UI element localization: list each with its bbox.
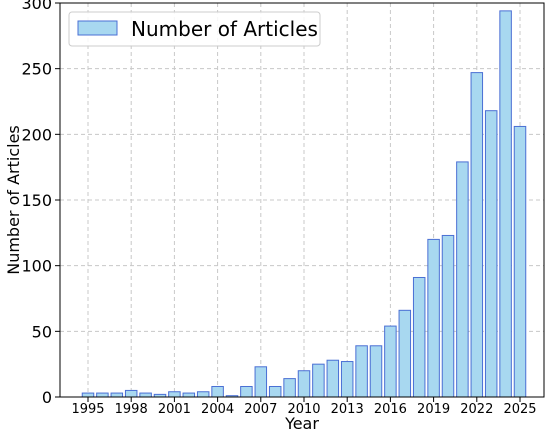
x-axis-title: Year bbox=[284, 414, 319, 433]
legend: Number of Articles bbox=[68, 11, 321, 47]
legend-swatch bbox=[77, 20, 118, 36]
x-tick-label: 2010 bbox=[287, 402, 320, 417]
y-axis-ticks: 0 50 100 150 200 250 300 bbox=[21, 0, 60, 407]
bar-1995 bbox=[81, 392, 95, 398]
bar-2019 bbox=[427, 238, 440, 398]
y-tick-label: 300 bbox=[21, 0, 52, 13]
bar-2007 bbox=[254, 366, 268, 398]
bar-2004 bbox=[211, 385, 224, 398]
bar-2011 bbox=[312, 363, 325, 398]
bar-2002 bbox=[182, 392, 196, 398]
bar-2003 bbox=[196, 391, 210, 398]
bar-2016 bbox=[384, 325, 397, 398]
bar-2001 bbox=[168, 391, 181, 398]
bar-2017 bbox=[398, 309, 412, 398]
legend-box bbox=[68, 11, 321, 47]
bar-2022 bbox=[470, 72, 484, 398]
x-tick-label: 1998 bbox=[115, 402, 148, 417]
x-tick-label: 2022 bbox=[460, 402, 493, 417]
x-tick-label: 2025 bbox=[503, 402, 536, 417]
bar-2020 bbox=[441, 234, 455, 398]
x-tick-label: 2013 bbox=[331, 402, 364, 417]
bar-2013 bbox=[340, 361, 354, 398]
x-tick-label: 2007 bbox=[244, 402, 277, 417]
x-tick-label: 2004 bbox=[201, 402, 234, 417]
bar-1997 bbox=[110, 392, 124, 398]
bar-2021 bbox=[456, 161, 469, 398]
bar-2023 bbox=[484, 110, 498, 398]
bar-2006 bbox=[240, 385, 253, 398]
y-tick-label: 150 bbox=[21, 191, 52, 210]
y-tick-label: 0 bbox=[42, 388, 52, 407]
bar-2012 bbox=[326, 359, 340, 398]
bar-2025 bbox=[513, 125, 527, 398]
bar-1999 bbox=[139, 392, 152, 398]
x-tick-label: 1995 bbox=[71, 402, 104, 417]
bar-2014 bbox=[355, 345, 368, 398]
x-tick-label: 2016 bbox=[374, 402, 407, 417]
bar-2015 bbox=[369, 345, 383, 398]
bar-2018 bbox=[412, 276, 426, 398]
y-tick-label: 250 bbox=[21, 60, 52, 79]
y-tick-label: 200 bbox=[21, 125, 52, 144]
x-axis-ticks: 1995 1998 2001 2004 2007 2010 2013 2016 2019 2022… bbox=[71, 397, 537, 417]
bar-2010 bbox=[297, 370, 311, 398]
x-tick-label: 2001 bbox=[158, 402, 191, 417]
y-tick-label: 50 bbox=[32, 322, 52, 341]
y-tick-label: 100 bbox=[21, 257, 52, 276]
legend-label: Number of Articles bbox=[131, 17, 318, 41]
x-tick-label: 2019 bbox=[417, 402, 450, 417]
bar-2024 bbox=[499, 10, 512, 398]
bar-1996 bbox=[96, 392, 109, 398]
bar-2009 bbox=[283, 378, 296, 398]
bar-2008 bbox=[268, 385, 282, 398]
y-axis-title: Number of Articles bbox=[4, 125, 23, 275]
bar-1998 bbox=[124, 389, 138, 398]
